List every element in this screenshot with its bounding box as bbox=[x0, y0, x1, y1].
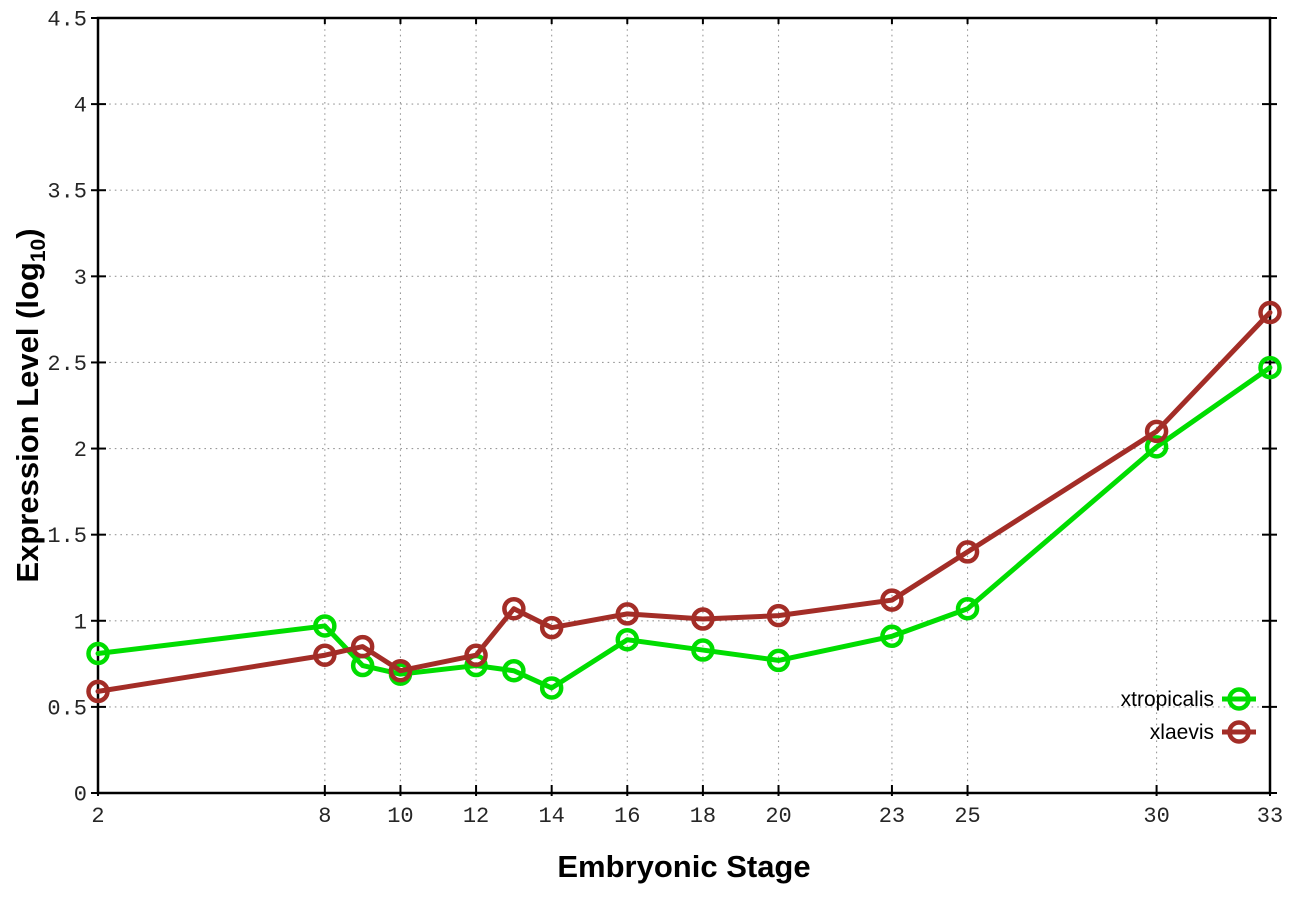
y-tick-label: 0 bbox=[74, 783, 87, 808]
data-point-xtropicalis bbox=[539, 676, 564, 700]
data-point-xtropicalis bbox=[955, 596, 980, 621]
x-axis-title: Embryonic Stage bbox=[557, 849, 810, 884]
x-tick-label: 33 bbox=[1257, 804, 1283, 829]
legend-label-xlaevis: xlaevis bbox=[1150, 721, 1214, 744]
data-point-xtropicalis bbox=[766, 648, 791, 673]
data-point-xlaevis bbox=[388, 658, 413, 683]
data-point-xlaevis bbox=[615, 602, 640, 626]
plot-border bbox=[96, 16, 1272, 795]
series-line-xtropicalis bbox=[95, 365, 1273, 691]
data-point-xlaevis bbox=[880, 588, 904, 612]
legend-label-xtropicalis: xtropicalis bbox=[1121, 688, 1214, 711]
tick-labels: 0 0.5 1 1.5 2 2.5 3 3.5 4 4.5 2 8 10 12 14 16 18 20 23 25 30… bbox=[47, 8, 1283, 830]
x-tick-label: 2 bbox=[91, 804, 104, 829]
data-point-xlaevis bbox=[313, 643, 337, 667]
data-point-xlaevis bbox=[691, 607, 715, 631]
gridlines bbox=[98, 18, 1270, 793]
y-tick-label: 2.5 bbox=[47, 352, 87, 377]
x-tick-label: 10 bbox=[387, 804, 413, 829]
y-tick-label: 4.5 bbox=[47, 8, 87, 33]
x-tick-label: 20 bbox=[765, 804, 791, 829]
data-point-xtropicalis bbox=[880, 624, 904, 649]
data-point-xlaevis bbox=[1258, 300, 1282, 325]
data-point-xlaevis bbox=[464, 643, 488, 667]
x-tick-label: 25 bbox=[954, 804, 980, 829]
x-tick-label: 16 bbox=[614, 804, 640, 829]
y-tick-label: 1.5 bbox=[47, 524, 87, 549]
x-tick-label: 18 bbox=[690, 804, 716, 829]
x-tick-label: 8 bbox=[318, 804, 331, 829]
y-tick-label: 3.5 bbox=[47, 180, 87, 205]
series-xlaevis bbox=[86, 300, 1282, 704]
data-point-xlaevis bbox=[539, 615, 564, 640]
data-point-xlaevis bbox=[350, 634, 375, 659]
data-point-xtropicalis bbox=[502, 658, 526, 683]
data-point-xtropicalis bbox=[1258, 355, 1282, 380]
y-tick-label: 0.5 bbox=[47, 696, 87, 721]
data-point-xlaevis bbox=[502, 596, 526, 621]
x-tick-label: 14 bbox=[538, 804, 564, 829]
legend-marker-xtropicalis bbox=[1227, 687, 1251, 711]
x-tick-label: 30 bbox=[1143, 804, 1169, 829]
legend-marker-xlaevis bbox=[1227, 720, 1251, 744]
x-tick-label: 23 bbox=[879, 804, 905, 829]
series-xtropicalis bbox=[86, 355, 1282, 700]
data-point-xlaevis bbox=[955, 540, 980, 564]
data-point-xtropicalis bbox=[1144, 435, 1169, 459]
data-point-xtropicalis bbox=[615, 627, 640, 652]
y-tick-label: 4 bbox=[74, 94, 87, 119]
y-tick-label: 2 bbox=[74, 438, 87, 463]
y-axis-title: Expression Level (log10) bbox=[10, 228, 50, 582]
legend: xtropicalis xlaevis bbox=[1121, 687, 1256, 744]
data-point-xlaevis bbox=[86, 679, 110, 704]
y-tick-label: 3 bbox=[74, 266, 87, 291]
y-tick-label: 1 bbox=[74, 610, 87, 635]
data-point-xlaevis bbox=[766, 603, 791, 628]
data-point-xtropicalis bbox=[313, 614, 337, 638]
data-point-xlaevis bbox=[1144, 419, 1169, 444]
x-tick-label: 12 bbox=[463, 804, 489, 829]
data-point-xtropicalis bbox=[691, 638, 715, 662]
data-point-xtropicalis bbox=[86, 641, 110, 666]
